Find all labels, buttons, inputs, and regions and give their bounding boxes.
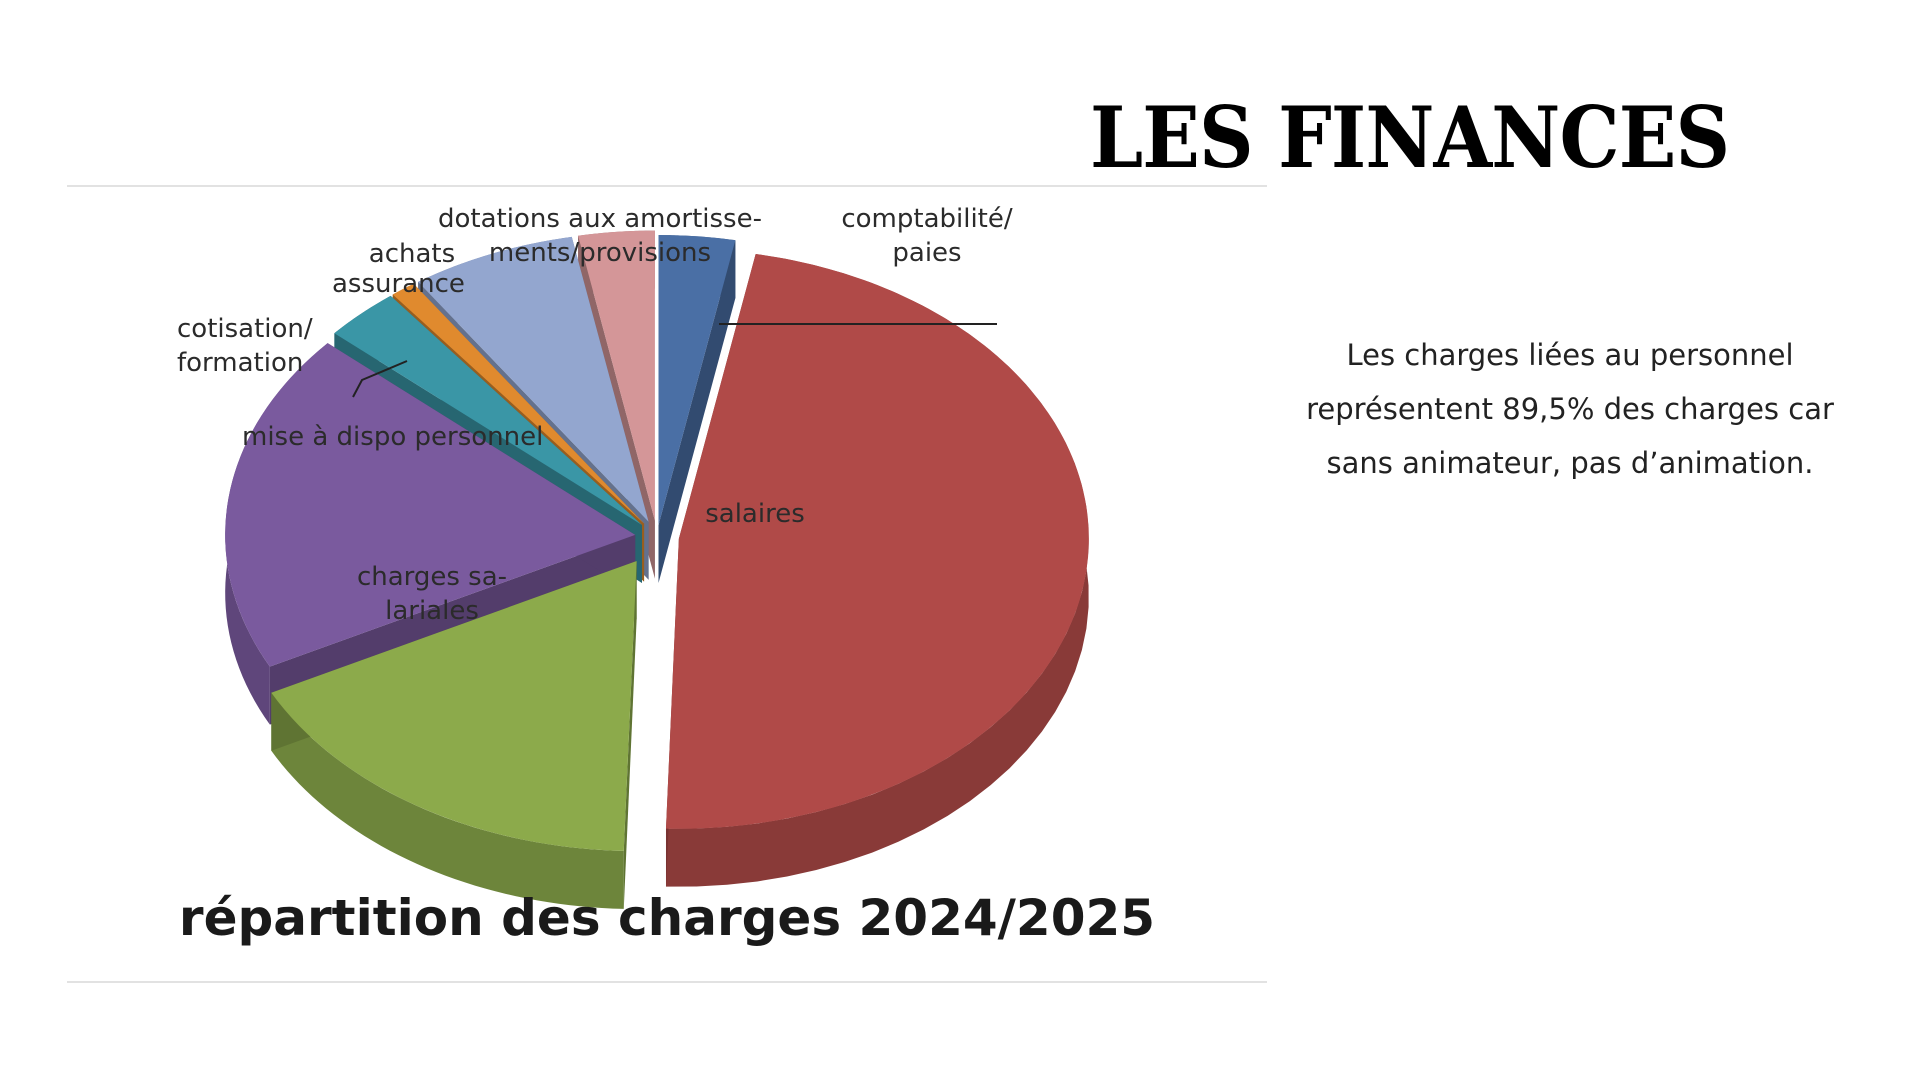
pie-slice-achats (418, 236, 649, 522)
leader-line-assurance (352, 360, 408, 398)
pie-slice-charges-salariales (271, 561, 637, 851)
pie-label-comptabilite-paies: comptabilité/paies (841, 204, 1013, 268)
pie-label-mise-a-dispo-personnel: mise à dispo personnel (242, 422, 543, 452)
pie-slice-salaires (665, 253, 1089, 829)
pie-slice-rim-charges-salariales (271, 692, 624, 909)
chart-frame (67, 185, 1267, 983)
pie-slice-tops (225, 230, 1089, 851)
pie-slice-cotisation-formation (334, 295, 642, 525)
pie-label-achats: achats (369, 239, 455, 269)
pie-leader-lines (352, 323, 997, 398)
pie-label-assurance: assurance (332, 269, 465, 299)
pie-slice-wall-comptabilite-paies-1 (658, 240, 736, 584)
pie-label-cotisation-formation: cotisation/formation (177, 314, 313, 378)
pie-label-dotations-aux-amortissements-provisions: dotations aux amortisse-ments/provisions (438, 204, 762, 268)
pie-label-salaires: salaires (705, 499, 805, 529)
pie-label-charges-salariales: charges sa-lariales (357, 562, 507, 626)
pie-slice-comptabilite-paies (658, 235, 736, 526)
chart-title: répartition des charges 2024/2025 (179, 889, 1155, 947)
pie-slice-wall-charges-salariales-0 (623, 561, 637, 909)
slide-title: LES FINANCES (1090, 88, 1730, 187)
pie-slice-assurance (392, 283, 645, 524)
slide-body-text: Les charges liées au personnel représent… (1306, 338, 1834, 480)
pie-slice-dotations-aux-amortissements-provisions (578, 230, 655, 521)
pie-slice-mise-a-dispo-personnel (225, 343, 636, 667)
pie-chart: comptabilité/paies salaires charges sa-lar… (177, 204, 1155, 947)
pie-labels: comptabilité/paies salaires charges sa-lar… (177, 204, 1013, 626)
